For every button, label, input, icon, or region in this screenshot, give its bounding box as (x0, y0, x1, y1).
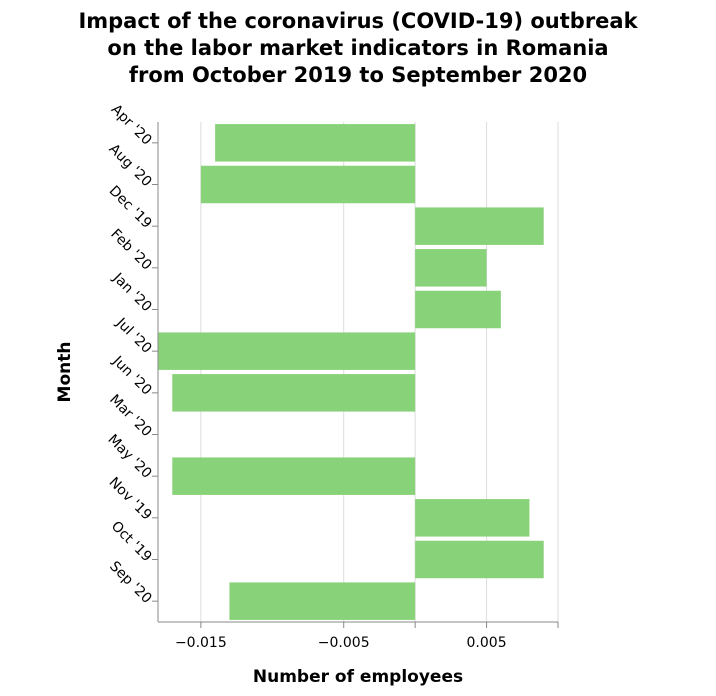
y-tick-label: Jan '20 (109, 269, 155, 315)
bar (229, 582, 416, 620)
bar (158, 332, 416, 370)
y-tick-label: Jun '20 (109, 353, 155, 399)
chart-title-line-3: from October 2019 to September 2020 (128, 63, 588, 87)
axes (157, 122, 558, 623)
y-tick-label: Apr '20 (108, 102, 155, 149)
x-tick-label: −0.005 (318, 635, 370, 651)
bar (415, 249, 487, 287)
y-tick-label: Feb '20 (107, 226, 154, 273)
x-axis-ticks: −0.015 −0.005 0.005 (175, 622, 559, 651)
y-tick-label: Nov '19 (106, 474, 155, 523)
y-tick-label: Dec '19 (106, 183, 155, 232)
x-tick-label: −0.015 (175, 635, 227, 651)
y-axis-title: Month (55, 342, 75, 403)
x-tick-label: 0.005 (467, 635, 507, 651)
bar (415, 499, 530, 537)
y-tick-label: Sep '20 (106, 558, 154, 606)
bar (215, 124, 416, 162)
y-tick-label: May '20 (104, 432, 154, 482)
bar (415, 290, 501, 329)
bar (415, 540, 544, 579)
chart-title-line-2: on the labor market indicators in Romani… (107, 36, 609, 60)
bar (172, 374, 416, 412)
chart-title: Impact of the coronavirus (COVID-19) out… (0, 8, 716, 89)
bar (200, 165, 416, 204)
y-tick-label: Oct '19 (108, 518, 155, 565)
bars (158, 124, 544, 620)
x-axis-title: Number of employees (253, 667, 463, 687)
grid-lines (200, 122, 559, 622)
bar (415, 207, 544, 245)
bar (172, 457, 416, 495)
y-tick-label: Aug '20 (106, 141, 155, 190)
chart-title-line-1: Impact of the coronavirus (COVID-19) out… (78, 9, 638, 33)
y-tick-label: Jul '20 (112, 314, 154, 356)
